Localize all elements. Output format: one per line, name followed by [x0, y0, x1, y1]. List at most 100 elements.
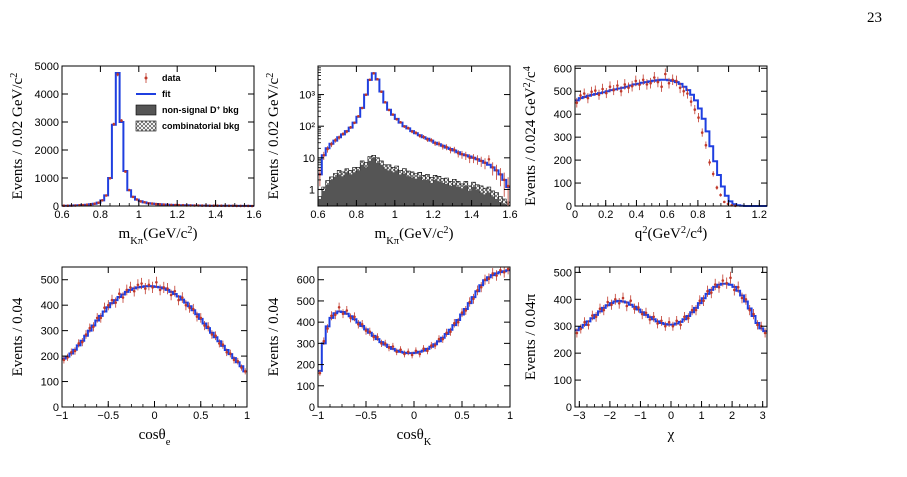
data-point	[468, 156, 472, 160]
panel-mkpi-log: 0.6 0.8 1 1.2 1.4 1.6 1 10 10² 10³ mKπ(GeV/c2) Even…	[265, 65, 518, 247]
data-point	[645, 83, 649, 86]
data-point	[752, 312, 755, 316]
data-point	[675, 79, 678, 83]
data-point	[99, 316, 103, 320]
legend-label-comb: combinatorial bkg	[162, 121, 240, 131]
data-point	[143, 201, 146, 204]
y-tick-label: 10²	[299, 121, 315, 133]
data-point	[610, 303, 613, 307]
fit-line	[575, 78, 767, 207]
fit-line	[62, 72, 254, 207]
data-point	[487, 277, 491, 281]
x-tick-label: 0	[411, 410, 417, 422]
data-point	[445, 331, 448, 335]
data-point	[433, 141, 437, 145]
y-tick-label: 400	[554, 294, 572, 306]
x-axis-title: χ	[667, 427, 675, 443]
data-point	[472, 297, 475, 301]
data-point	[104, 194, 108, 197]
data-point	[702, 299, 705, 303]
data-point	[456, 320, 460, 324]
data-point	[403, 352, 406, 356]
plot-frame	[61, 65, 255, 207]
data-point	[468, 300, 472, 304]
data-point	[62, 358, 66, 362]
data-point	[88, 326, 92, 330]
data-point	[748, 308, 751, 312]
x-tick-label: 0.8	[690, 209, 705, 221]
data-point	[380, 342, 383, 345]
data-point	[479, 285, 483, 289]
data-point	[154, 202, 158, 206]
y-tick-label: 0	[566, 402, 572, 414]
data-point	[345, 130, 349, 133]
data-point	[103, 306, 106, 310]
y-tick-label: 4000	[35, 89, 59, 101]
legend: data fit non-signal D+ bkg combinatorial bk…	[135, 73, 240, 132]
data-point	[150, 202, 154, 205]
data-point	[383, 342, 387, 345]
data-point	[464, 154, 468, 157]
y-tick-label: 600	[554, 63, 572, 75]
data-point	[621, 296, 625, 300]
data-point	[598, 307, 602, 311]
data-point	[166, 287, 169, 290]
data-point	[591, 314, 594, 317]
data-point	[437, 142, 441, 145]
data-point	[391, 113, 395, 116]
x-tick-label: 1.4	[208, 209, 223, 221]
x-axis-title: q2(GeV2/c4)	[635, 225, 707, 243]
y-axis-title: Events / 0.02 GeV/c2	[265, 73, 283, 200]
data-point	[689, 100, 693, 103]
x-axis-title: mKπ(GeV/c2)	[119, 225, 198, 247]
data-point	[729, 276, 732, 280]
data-point	[353, 315, 356, 319]
data-point	[341, 312, 345, 316]
data-point	[433, 344, 437, 347]
data-point	[693, 108, 697, 111]
data-point	[131, 195, 135, 199]
data-point	[683, 315, 686, 319]
data-point	[406, 126, 410, 130]
data-point	[322, 339, 326, 343]
data-point	[410, 130, 414, 133]
data-point	[708, 161, 711, 164]
data-point	[395, 118, 399, 121]
data-point	[349, 126, 352, 129]
data-point	[376, 77, 379, 81]
x-tick-label: 1	[507, 410, 513, 422]
data-point	[638, 83, 641, 87]
data-point	[671, 78, 674, 82]
data-point	[616, 84, 619, 87]
data-point	[667, 320, 671, 324]
data-point	[641, 78, 645, 82]
data-point	[711, 172, 715, 176]
x-tick-label: 1.2	[752, 209, 767, 221]
data-point	[625, 304, 629, 308]
y-tick-label: 3000	[35, 117, 59, 129]
plot-frame	[574, 65, 768, 207]
data-point	[326, 147, 329, 151]
data-point	[579, 94, 582, 97]
data-point	[112, 122, 116, 126]
data-point	[606, 300, 609, 304]
x-tick-label: 1.2	[170, 209, 185, 221]
x-tick-label: 0.5	[193, 410, 208, 422]
data-point	[483, 278, 487, 282]
data-point	[586, 96, 590, 100]
x-tick-label: 0	[668, 410, 674, 422]
data-point	[445, 145, 448, 149]
data-point	[155, 281, 158, 284]
x-tick-label: 1.6	[502, 209, 517, 221]
data-point	[667, 81, 671, 85]
data-point	[380, 90, 383, 93]
data-point	[652, 315, 655, 319]
data-point	[232, 358, 236, 362]
y-tick-label: 300	[41, 326, 59, 338]
data-point	[441, 145, 445, 148]
data-point	[364, 329, 368, 332]
data-point	[441, 337, 445, 341]
data-point	[690, 308, 694, 312]
x-tick-label: 0.6	[660, 209, 675, 221]
data-point	[630, 84, 634, 88]
